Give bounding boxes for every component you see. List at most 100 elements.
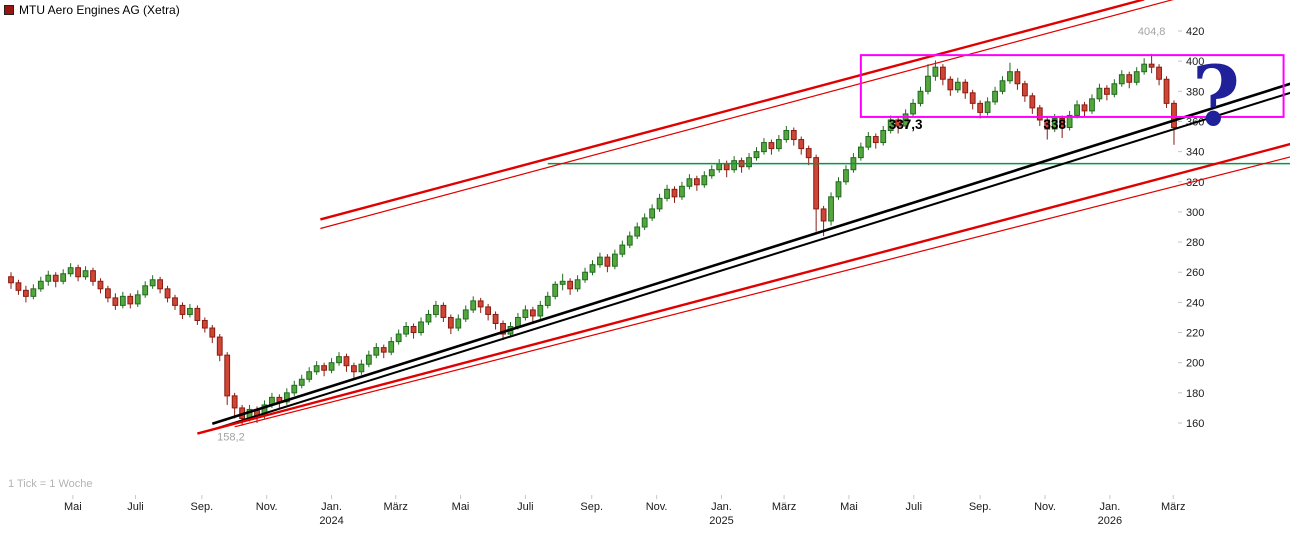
candle-up xyxy=(298,374,305,389)
y-axis-label: 300 xyxy=(1186,207,1204,219)
candle-up xyxy=(850,153,857,173)
x-axis-month-label: Sep. xyxy=(969,501,992,513)
candle-down xyxy=(112,293,119,310)
candle-up xyxy=(597,252,603,268)
y-axis-label: 200 xyxy=(1186,358,1204,370)
candle-up xyxy=(708,165,715,179)
candle-down xyxy=(1021,80,1028,102)
candle-down xyxy=(790,127,797,146)
candle-down xyxy=(693,175,700,191)
candle-down xyxy=(872,133,879,149)
candle-down xyxy=(410,323,417,339)
candle-up xyxy=(1066,110,1073,131)
candle-down xyxy=(1171,100,1177,145)
candle-up xyxy=(45,270,52,286)
candle-up xyxy=(619,240,626,258)
x-axis-month-label: Mai xyxy=(840,501,858,513)
candle-up xyxy=(843,165,849,185)
candle-up xyxy=(887,115,894,134)
candle-up xyxy=(313,361,320,375)
candle-up xyxy=(1111,79,1118,98)
candle-down xyxy=(1036,104,1043,126)
x-axis-month-label: Nov. xyxy=(1034,501,1056,513)
candle-down xyxy=(1059,115,1066,139)
candle-up xyxy=(403,321,410,338)
candle-up xyxy=(857,142,864,161)
x-axis-year-label: 2024 xyxy=(319,515,343,527)
question-mark-annotation: ? xyxy=(1192,49,1241,145)
candle-up xyxy=(649,204,656,221)
candle-down xyxy=(75,264,81,282)
candle-up xyxy=(925,64,931,95)
candle-down xyxy=(567,278,574,295)
y-axis-label: 220 xyxy=(1186,328,1204,340)
candle-up xyxy=(522,305,529,321)
candle-down xyxy=(90,267,96,286)
candle-up xyxy=(1007,62,1013,84)
candle-down xyxy=(194,305,201,326)
y-axis-label: 260 xyxy=(1186,267,1204,279)
candle-up xyxy=(1133,67,1140,86)
candle-down xyxy=(157,276,163,294)
candle-up xyxy=(358,359,365,375)
candle-up xyxy=(865,132,872,151)
candle-down xyxy=(343,353,350,372)
candle-down xyxy=(1029,92,1036,114)
candle-down xyxy=(1163,76,1170,108)
candle-up xyxy=(455,314,462,332)
candle-down xyxy=(477,297,484,313)
red-channel-line-lower-inner xyxy=(234,156,1290,428)
candle-down xyxy=(738,157,745,173)
candle-down xyxy=(201,317,208,333)
candle-up xyxy=(783,125,790,143)
candle-down xyxy=(105,285,111,303)
candle-down xyxy=(529,306,536,322)
red-channel-line-lower-main xyxy=(197,142,1290,435)
candle-down xyxy=(172,294,178,310)
y-axis-label: 420 xyxy=(1186,26,1204,38)
candle-up xyxy=(917,86,924,107)
x-axis-month-label: Juli xyxy=(127,501,144,513)
candle-up xyxy=(30,284,37,300)
candle-up xyxy=(67,263,74,277)
candle-up xyxy=(134,290,141,307)
y-axis-label: 280 xyxy=(1186,237,1204,249)
x-axis-month-label: März xyxy=(383,501,407,513)
support-level-1-label: 337,3 xyxy=(889,117,923,132)
candle-down xyxy=(447,314,454,335)
red-channel-line-upper-inner xyxy=(320,0,1174,230)
chart-title: MTU Aero Engines AG (Xetra) xyxy=(19,3,180,17)
x-axis-month-label: Jan. xyxy=(1099,501,1120,513)
x-axis-month-label: Jan. xyxy=(711,501,732,513)
candle-down xyxy=(209,325,216,344)
candle-up xyxy=(328,358,335,374)
x-axis-month-label: Jan. xyxy=(321,501,342,513)
trend-line-black-2 xyxy=(216,91,1290,430)
candle-up xyxy=(716,159,723,173)
candle-up xyxy=(1141,58,1148,75)
red-channel-line-upper-main xyxy=(320,0,1145,221)
candle-down xyxy=(1081,101,1088,117)
candle-up xyxy=(433,300,439,318)
candle-up xyxy=(60,269,67,285)
highlight-box-magenta xyxy=(859,54,1285,118)
candle-up xyxy=(902,109,909,130)
candle-down xyxy=(8,272,14,289)
candle-up xyxy=(82,266,89,280)
candle-up xyxy=(761,138,767,155)
candle-down xyxy=(1126,71,1133,89)
candle-down xyxy=(52,272,59,288)
candle-down xyxy=(768,139,775,155)
candle-up xyxy=(634,222,641,240)
candle-down xyxy=(1044,116,1051,140)
candle-up xyxy=(679,181,685,200)
series-legend-icon xyxy=(4,5,14,15)
x-axis-month-label: Mai xyxy=(64,501,82,513)
candle-down xyxy=(216,334,223,362)
candle-up xyxy=(574,275,581,292)
candle-down xyxy=(1014,68,1021,90)
candle-up xyxy=(142,281,149,298)
candle-up xyxy=(559,273,566,291)
